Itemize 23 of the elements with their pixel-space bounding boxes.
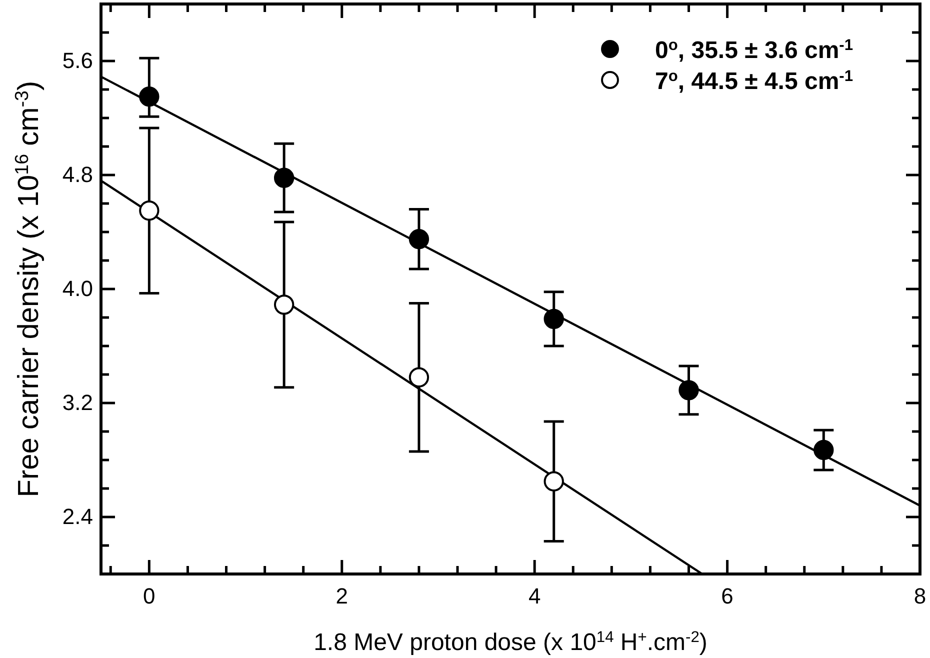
y-tick-label: 5.6 bbox=[62, 48, 93, 74]
text: 2.4 bbox=[62, 504, 93, 530]
x-tick-label: 8 bbox=[914, 584, 926, 609]
point bbox=[408, 229, 430, 250]
point bbox=[139, 86, 160, 107]
point bbox=[814, 440, 834, 460]
point bbox=[274, 168, 294, 188]
y-tick-label: 4.0 bbox=[62, 276, 93, 302]
point bbox=[274, 294, 294, 315]
x-tick-label: 6 bbox=[721, 584, 734, 609]
point bbox=[139, 200, 160, 221]
y-tick-label: 3.2 bbox=[62, 390, 93, 416]
point bbox=[544, 471, 564, 492]
x-tick-label: 0 bbox=[143, 584, 156, 609]
x-tick-label: 2 bbox=[336, 584, 348, 609]
legend-label: 7$^{o}$, 44.5 ± 4.5 cm$^{-1}$ bbox=[655, 68, 854, 95]
y-tick-label: 4.8 bbox=[62, 162, 93, 188]
x-tick-label: 4 bbox=[528, 584, 541, 609]
legend-label: 0$^{o}$, 35.5 ± 3.6 cm$^{-1}$ bbox=[655, 36, 854, 64]
point bbox=[678, 380, 699, 400]
x-axis-title: 1.8 MeV proton dose (x 10$^{14}$ H$^{+}$.cm$^{-2}$) bbox=[314, 628, 708, 656]
point bbox=[408, 367, 430, 388]
point bbox=[544, 308, 564, 330]
